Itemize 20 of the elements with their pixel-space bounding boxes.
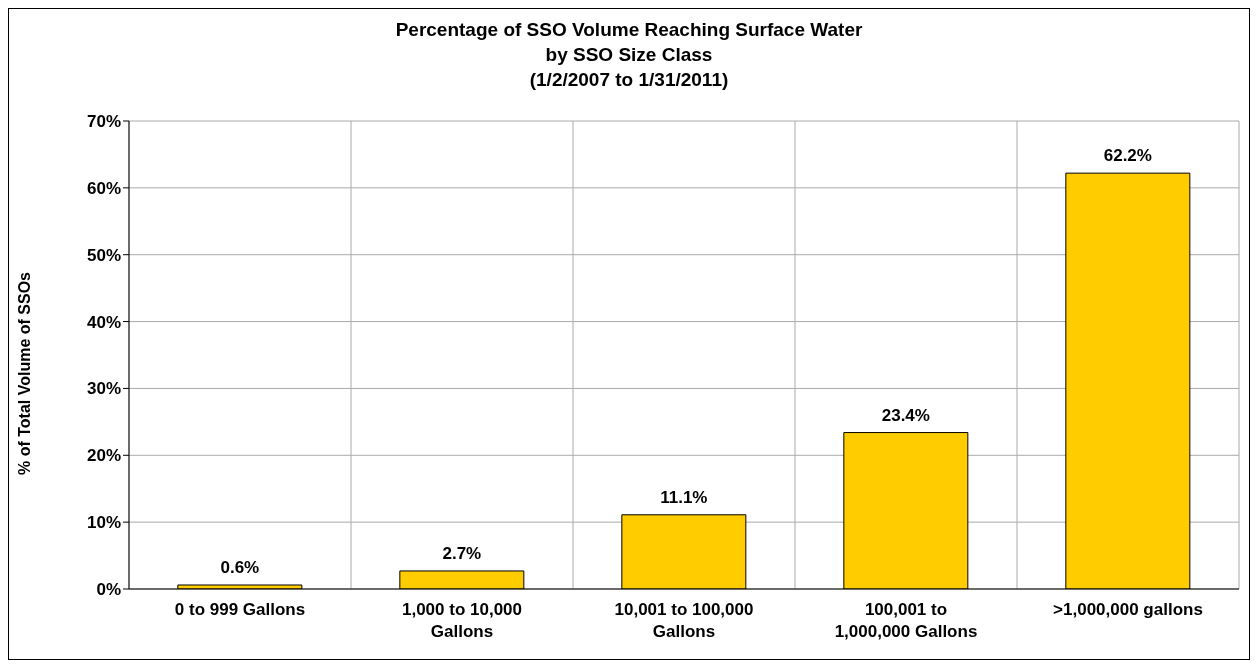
- y-tick-label: 30%: [86, 379, 121, 399]
- y-tick-label: 10%: [86, 513, 121, 533]
- y-axis-title: % of Total Volume of SSOs: [15, 271, 33, 475]
- data-label: 23.4%: [881, 405, 930, 425]
- y-tick-label: 50%: [86, 245, 121, 265]
- data-label: 62.2%: [1103, 146, 1152, 166]
- data-label: 2.7%: [442, 543, 482, 563]
- x-tick-label: 10,001 to 100,000 Gallons: [614, 600, 754, 641]
- y-tick-label: 20%: [86, 446, 121, 466]
- chart-title: Percentage of SSO Volume Reaching Surface Water by SSO Size Class (1/2/2007 to 1/31/2011): [394, 18, 864, 92]
- x-tick-label: 1,000 to 10,000 Gallons: [401, 600, 523, 641]
- y-tick-label: 70%: [86, 112, 121, 132]
- x-tick-label: >1,000,000 gallons: [1053, 600, 1203, 619]
- data-label: 0.6%: [220, 557, 260, 577]
- data-label: 11.1%: [660, 487, 708, 507]
- y-tick-label: 60%: [86, 178, 121, 198]
- y-tick-label: 40%: [86, 312, 121, 332]
- x-tick-label: 0 to 999 Gallons: [174, 600, 306, 619]
- x-tick-label: 100,001 to 1,000,000 Gallons: [834, 600, 978, 641]
- y-tick-label: 0%: [96, 580, 121, 600]
